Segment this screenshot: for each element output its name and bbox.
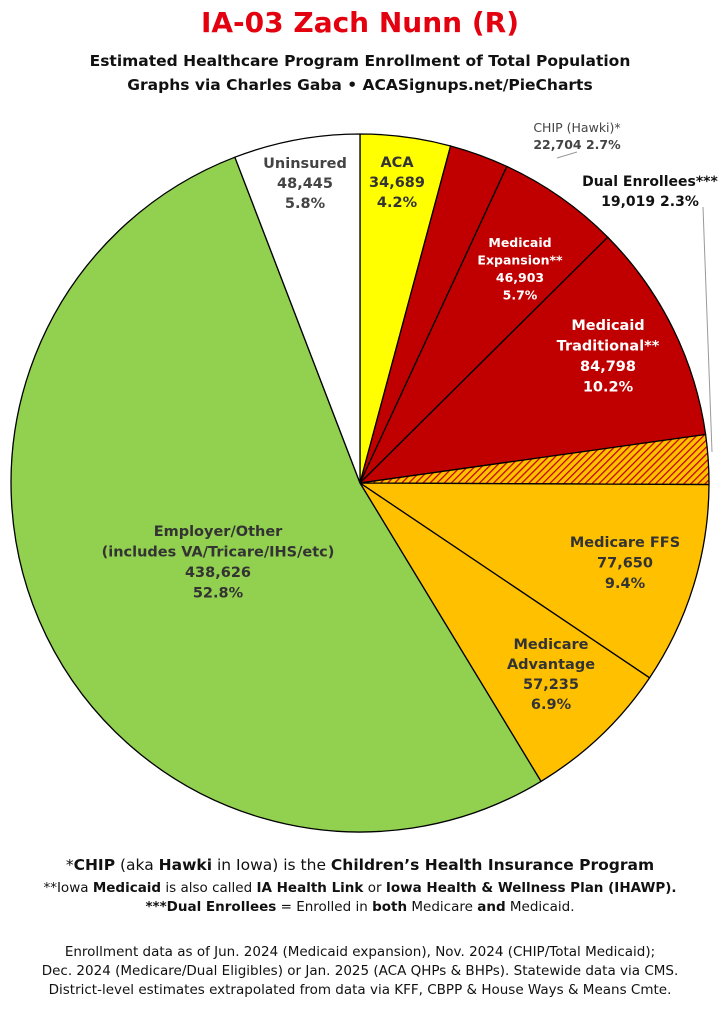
pie-slice-medicaid-traditional [359, 236, 707, 484]
slice-label-line: ACA [380, 155, 414, 171]
slice-label-line: 52.8% [193, 586, 244, 602]
slice-label-line: 4.2% [377, 195, 418, 211]
slice-label-line: Advantage [507, 657, 595, 673]
chart-credit: Graphs via Charles Gaba • ACASignups.net… [127, 76, 593, 94]
slice-label-line: 22,704 2.7% [533, 137, 621, 152]
slice-label-medicaid-expansion: Medicaid Expansion** 46,903 5.7% [477, 235, 563, 303]
slice-label-line: 5.7% [503, 288, 538, 303]
chart-subtitle: Estimated Healthcare Program Enrollment … [89, 52, 631, 70]
slice-label-line: Traditional** [557, 339, 660, 355]
slice-label-line: 84,798 [580, 359, 636, 375]
slice-label-line: 34,689 [369, 175, 425, 191]
chart-title: IA-03 Zach Nunn (R) [200, 6, 520, 39]
slice-label-line: 48,445 [277, 176, 333, 192]
slice-label-line: Medicaid [571, 318, 644, 334]
slice-label-line: Medicare [514, 637, 589, 653]
slice-label-line: 46,903 [496, 270, 544, 285]
slice-label-dual-enrollees: Dual Enrollees*** 19,019 2.3% [582, 174, 718, 210]
slice-label-line: 77,650 [597, 556, 653, 572]
leader-line-chip [556, 151, 578, 159]
slice-label-line: 438,626 [185, 565, 251, 581]
leader-line-dual-enrollees [702, 206, 713, 453]
footnote-dual: ***Dual Enrollees = Enrolled in both Med… [145, 899, 575, 915]
slice-label-uninsured: Uninsured 48,445 5.8% [263, 156, 347, 212]
slice-label-line: Expansion** [477, 253, 563, 268]
slice-label-medicare-ffs: Medicare FFS 77,650 9.4% [570, 535, 680, 592]
slice-label-line: 10.2% [583, 380, 634, 396]
footnote-chip: *CHIP (aka Hawki in Iowa) is the Childre… [65, 856, 655, 874]
slice-label-line: Uninsured [263, 156, 347, 172]
pie-chart: ACA 34,689 4.2% CHIP (Hawki)* 22,704 2.7% Med… [10, 120, 718, 833]
slice-label-line: Dual Enrollees*** [582, 174, 718, 190]
data-note-3: District-level estimates extrapolated fr… [48, 982, 672, 998]
pie-slice-medicare-ffs [359, 482, 710, 679]
slice-label-employer-other: Employer/Other (includes VA/Tricare/IHS/e… [102, 524, 335, 602]
pie-slice-employer-other [10, 156, 542, 833]
slice-label-line: 19,019 2.3% [601, 194, 699, 210]
pie-slice-uninsured [234, 133, 361, 484]
slice-label-chip: CHIP (Hawki)* 22,704 2.7% [533, 120, 621, 152]
slice-label-line: 6.9% [531, 697, 572, 713]
pie-slice-medicare-advantage [359, 482, 651, 783]
data-note-2: Dec. 2024 (Medicare/Dual Eligibles) or J… [41, 963, 679, 979]
slice-label-line: (includes VA/Tricare/IHS/etc) [102, 545, 335, 561]
slice-label-line: 9.4% [605, 576, 646, 592]
slice-label-medicare-advantage: Medicare Advantage 57,235 6.9% [507, 637, 595, 713]
slice-label-line: Medicaid [488, 235, 551, 250]
footnote-medicaid: **Iowa Medicaid is also called IA Health… [43, 880, 677, 896]
slice-label-medicaid-traditional: Medicaid Traditional** 84,798 10.2% [557, 318, 660, 396]
slice-label-line: CHIP (Hawki)* [533, 120, 620, 135]
slice-label-aca: ACA 34,689 4.2% [369, 155, 425, 211]
slice-label-line: 5.8% [285, 196, 326, 212]
data-note-1: Enrollment data as of Jun. 2024 (Medicai… [64, 944, 656, 960]
slice-label-line: Medicare FFS [570, 535, 680, 551]
slice-label-line: 57,235 [523, 677, 579, 693]
slice-label-line: Employer/Other [154, 524, 283, 540]
